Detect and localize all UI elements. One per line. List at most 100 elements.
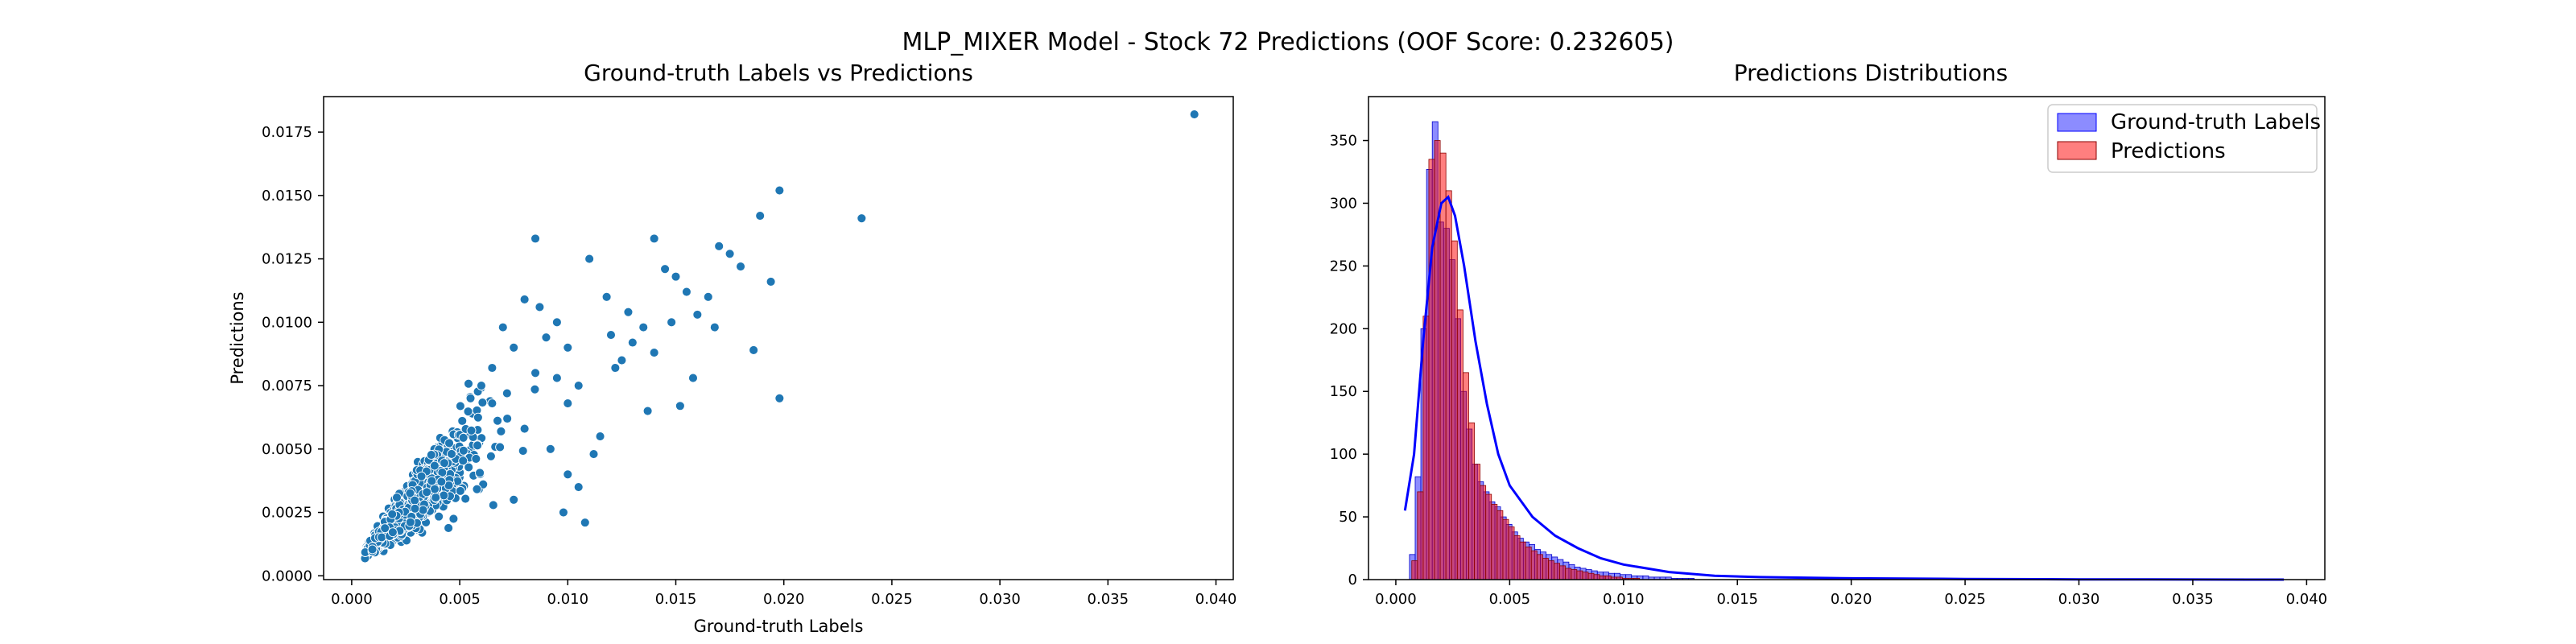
ground-truth-kde-line — [1403, 195, 2285, 581]
scatter-point — [558, 507, 568, 518]
x-tick-label: 0.040 — [1195, 591, 1237, 608]
scatter-point — [448, 514, 459, 524]
scatter-point — [563, 398, 573, 409]
scatter-point — [671, 271, 681, 282]
scatter-point — [464, 378, 473, 389]
x-tick-label: 0.005 — [439, 591, 481, 608]
histogram-bar-predictions — [1565, 568, 1572, 580]
histogram-bar-predictions — [1508, 526, 1515, 580]
scatter-point — [688, 373, 698, 383]
x-tick-label: 0.020 — [1831, 591, 1872, 608]
y-tick-label: 0.0050 — [262, 441, 312, 458]
scatter-point — [465, 393, 476, 403]
scatter-point — [749, 345, 759, 355]
scatter-point — [573, 381, 584, 391]
x-tick-label: 0.030 — [979, 591, 1021, 608]
scatter-point — [724, 249, 735, 259]
scatter-frame — [323, 96, 1234, 580]
scatter-point — [580, 518, 590, 528]
scatter-point — [458, 456, 469, 466]
scatter-point — [493, 415, 502, 426]
x-tick-label: 0.000 — [1375, 591, 1417, 608]
y-tick-label: 0.0000 — [262, 568, 312, 584]
scatter-point — [595, 431, 605, 441]
scatter-point — [617, 355, 627, 365]
scatter-point — [649, 348, 659, 358]
scatter-point — [457, 415, 468, 426]
scatter-point — [509, 494, 519, 505]
histogram-bar-predictions — [1474, 464, 1480, 580]
histogram-bar-predictions — [1530, 550, 1538, 580]
x-tick-label: 0.000 — [331, 591, 373, 608]
y-tick-label: 350 — [1330, 133, 1357, 150]
histogram-bar-predictions — [1548, 560, 1554, 580]
scatter-point — [530, 384, 540, 394]
x-tick-label: 0.035 — [1088, 591, 1129, 608]
histogram-axes: Predictions Distributions 0.000 0.005 0.01… — [1330, 60, 2327, 608]
scatter-point — [473, 412, 483, 423]
scatter-point — [387, 509, 398, 519]
scatter-point — [485, 451, 496, 461]
scatter-point — [675, 401, 685, 411]
scatter-point — [422, 487, 432, 497]
histogram-frame — [1368, 96, 2326, 580]
histogram-bars-predictions — [1411, 140, 1640, 580]
histogram-y-ticks: 0 50 100 150 200 250 300 350 — [1330, 133, 1368, 588]
scatter-point — [755, 211, 766, 221]
scatter-point — [774, 185, 785, 196]
scatter-point — [495, 442, 506, 452]
y-tick-label: 0.0100 — [262, 314, 312, 331]
scatter-points — [360, 109, 1199, 564]
histogram-bar-predictions — [1554, 563, 1560, 580]
scatter-y-ticks: 0.0000 0.0025 0.0050 0.0075 0.0100 0.0125 0.01… — [262, 124, 324, 584]
scatter-y-axis-label: Predictions — [228, 291, 247, 384]
histogram-bar-predictions — [1462, 372, 1469, 580]
histogram-bar-predictions — [1451, 240, 1458, 580]
scatter-point — [623, 307, 634, 317]
scatter-point — [460, 493, 471, 504]
legend-box — [2047, 104, 2318, 173]
histogram-bar-predictions — [1456, 309, 1463, 580]
scatter-point — [681, 287, 691, 297]
x-tick-label: 0.010 — [547, 591, 589, 608]
histogram-bar-predictions — [1559, 565, 1567, 580]
histogram-bar-predictions — [1542, 558, 1549, 580]
scatter-point — [410, 495, 420, 506]
scatter-point — [426, 450, 436, 460]
scatter-point — [703, 291, 713, 302]
scatter-point — [519, 295, 530, 304]
scatter-point — [418, 505, 428, 515]
scatter-point — [642, 406, 653, 416]
scatter-point — [530, 368, 540, 378]
scatter-point — [497, 322, 508, 332]
legend: Ground-truth Labels Predictions — [2047, 104, 2321, 173]
scatter-point — [488, 500, 498, 510]
scatter-point — [667, 317, 677, 328]
histogram-bar-predictions — [1502, 518, 1509, 580]
scatter-point — [502, 414, 513, 423]
legend-swatch-predictions — [2057, 141, 2097, 160]
scatter-point — [436, 477, 447, 487]
histogram-bar-predictions — [1422, 316, 1430, 580]
scatter-point — [649, 233, 659, 244]
scatter-point — [601, 291, 612, 302]
y-tick-label: 0.0175 — [262, 124, 312, 141]
scatter-point — [405, 517, 415, 527]
scatter-point — [545, 444, 555, 454]
y-tick-label: 200 — [1330, 320, 1357, 337]
scatter-point — [455, 485, 465, 496]
histogram-bar-predictions — [1582, 572, 1589, 580]
scatter-point — [455, 401, 465, 411]
scatter-point — [463, 407, 473, 417]
scatter-point — [714, 241, 724, 251]
x-tick-label: 0.020 — [763, 591, 805, 608]
scatter-point — [551, 373, 562, 383]
x-tick-label: 0.025 — [1944, 591, 1986, 608]
histogram-title: Predictions Distributions — [1734, 60, 2008, 86]
scatter-point — [478, 479, 489, 489]
scatter-point — [476, 381, 486, 391]
scatter-point — [477, 398, 488, 408]
y-tick-label: 250 — [1330, 258, 1357, 275]
histogram-bar-predictions — [1480, 485, 1487, 580]
